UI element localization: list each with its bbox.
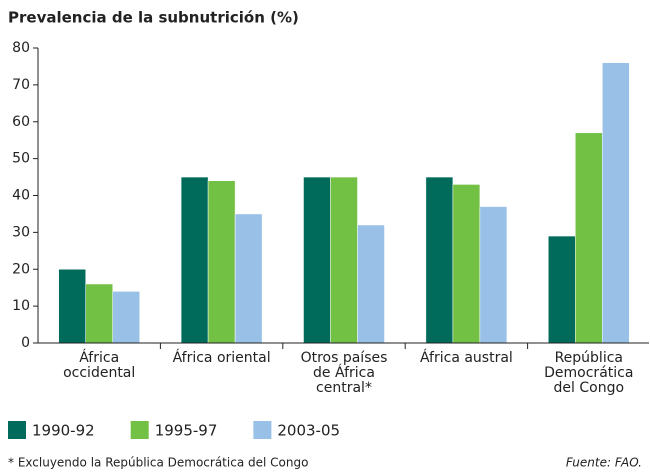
legend-swatch — [8, 421, 26, 439]
x-tick-label: República Democrática del Congo — [544, 350, 633, 396]
y-tick-label: 60 — [12, 114, 30, 130]
legend-label: 1990-92 — [32, 422, 95, 440]
bar — [112, 291, 140, 344]
bar — [452, 184, 481, 344]
bar — [602, 62, 630, 344]
y-tick-label: 80 — [12, 40, 30, 56]
y-tick-label: 30 — [12, 224, 30, 240]
bar — [425, 176, 454, 344]
y-tick-label: 50 — [12, 151, 30, 167]
chart-title: Prevalencia de la subnutrición (%) — [8, 9, 299, 27]
bar — [479, 206, 508, 344]
y-tick-label: 0 — [21, 335, 30, 351]
legend-label: 2003-05 — [277, 422, 340, 440]
bar — [85, 283, 113, 344]
source: Fuente: FAO. — [566, 456, 642, 470]
legend-swatch — [253, 421, 272, 439]
bar — [180, 176, 209, 344]
bar — [357, 224, 385, 344]
bar — [330, 176, 358, 344]
footnote: * Excluyendo la República Democrática de… — [8, 456, 308, 470]
y-tick-label: 40 — [12, 188, 30, 204]
y-tick-label: 10 — [12, 298, 30, 314]
x-tick-label: África oriental — [173, 349, 271, 366]
bar — [548, 235, 576, 344]
bar — [234, 213, 263, 344]
legend-swatch — [130, 421, 149, 439]
y-tick-label: 70 — [12, 77, 30, 93]
x-tick-label: África austral — [420, 349, 513, 366]
x-tick-label: África occidental — [63, 349, 135, 381]
bar — [207, 180, 236, 344]
bar — [303, 176, 331, 344]
legend-label: 1995-97 — [155, 422, 218, 440]
x-tick-label: Otros países de África central* — [301, 350, 388, 396]
bar — [575, 132, 603, 344]
y-tick-label: 20 — [12, 261, 30, 277]
bar — [58, 269, 86, 344]
